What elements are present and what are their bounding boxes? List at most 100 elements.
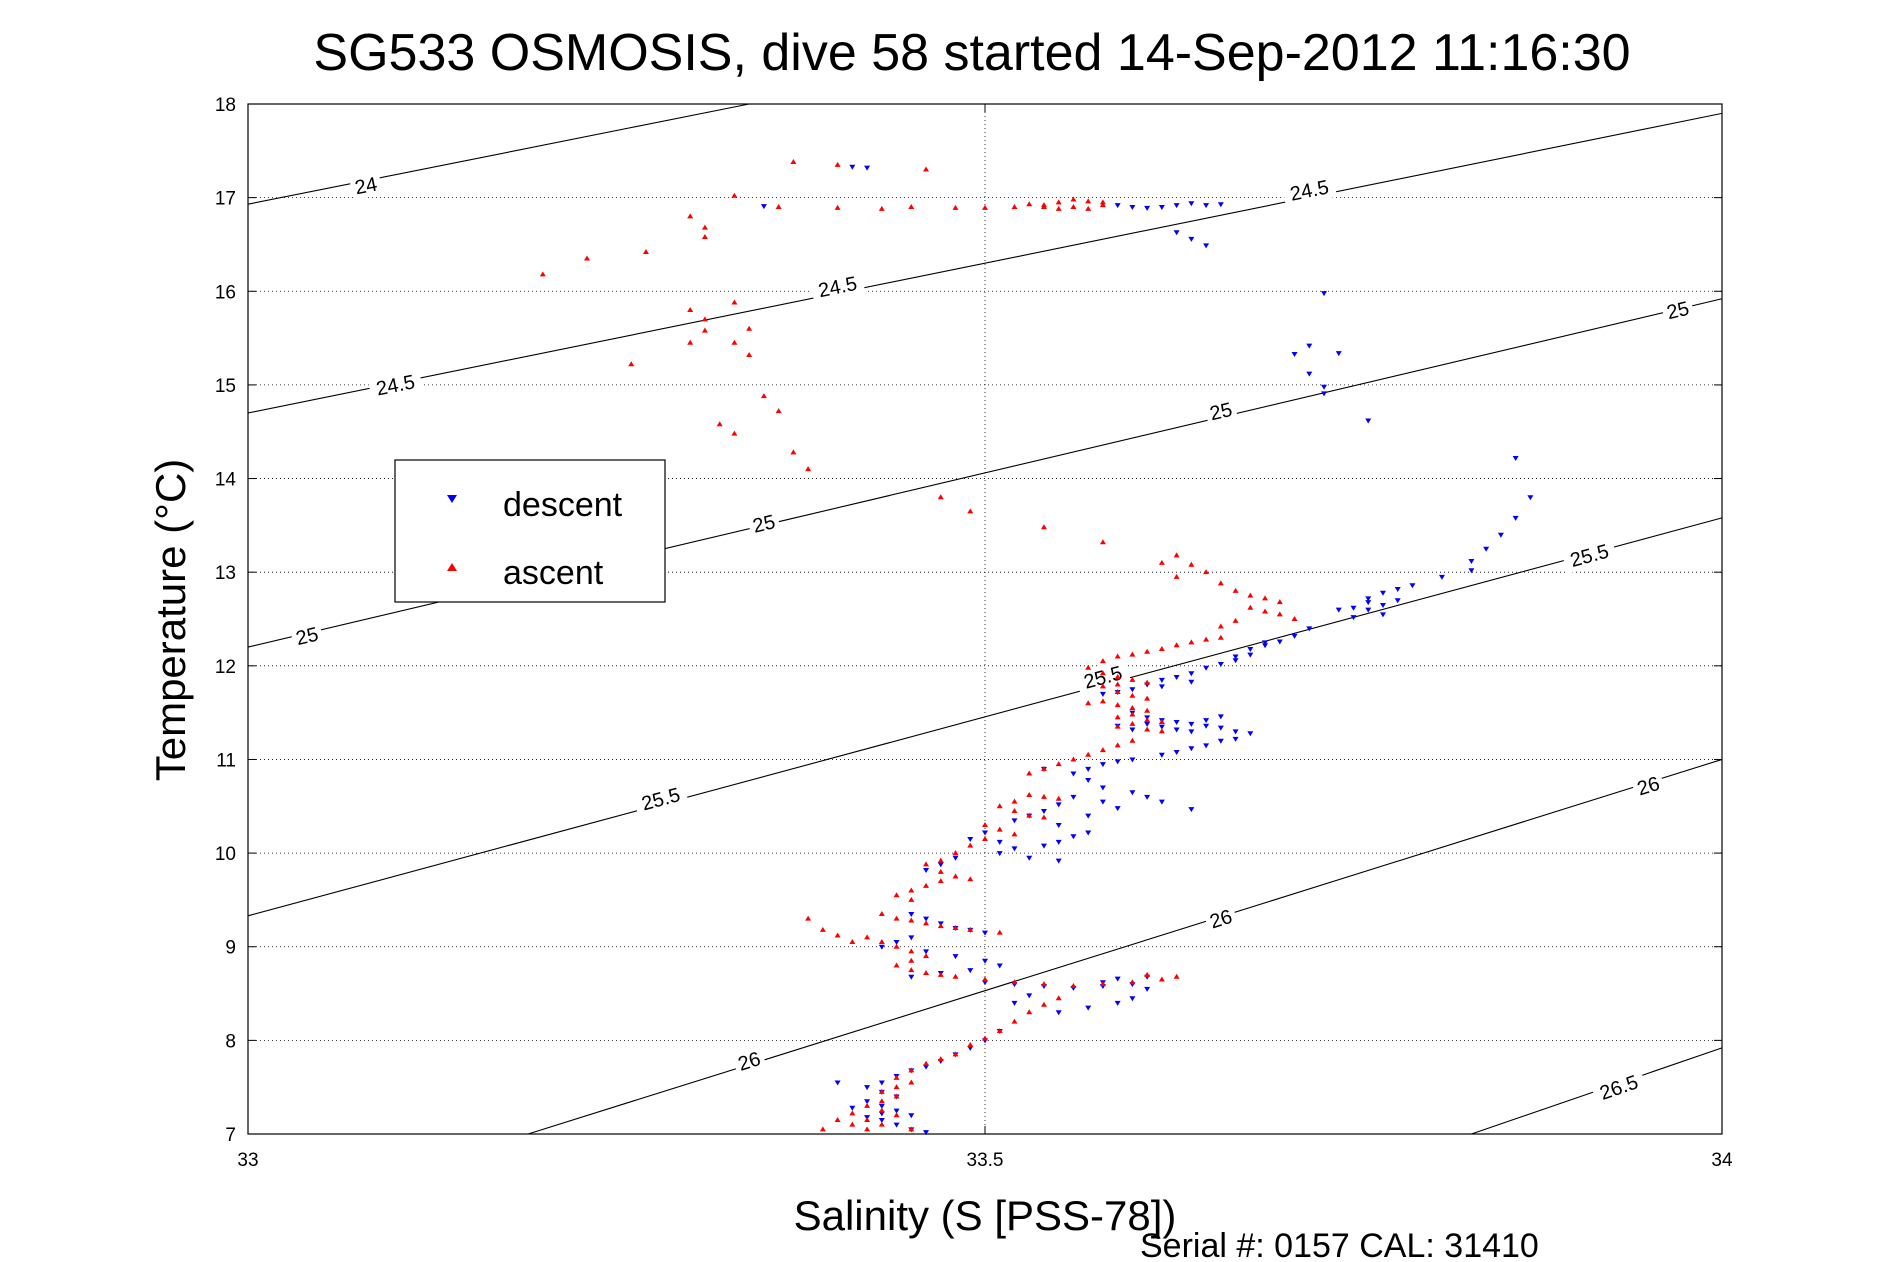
ascent-point bbox=[923, 953, 930, 959]
descent-point bbox=[849, 1105, 856, 1111]
ascent-point bbox=[878, 205, 885, 211]
descent-point bbox=[1188, 729, 1195, 735]
ascent-point bbox=[893, 892, 900, 898]
ascent-point bbox=[1144, 717, 1151, 723]
descent-point bbox=[1158, 677, 1165, 683]
ascent-point bbox=[1144, 679, 1151, 685]
descent-point bbox=[1321, 384, 1328, 390]
ascent-point bbox=[864, 1126, 871, 1132]
ascent-point bbox=[1055, 761, 1062, 767]
ascent-point bbox=[908, 948, 915, 954]
descent-point bbox=[1129, 727, 1136, 733]
ascent-point bbox=[1173, 973, 1180, 979]
y-tick-label: 14 bbox=[215, 470, 237, 491]
ascent-point bbox=[1085, 751, 1092, 757]
ascent-point bbox=[790, 159, 797, 165]
descent-point bbox=[937, 862, 944, 868]
ascent-point bbox=[1040, 793, 1047, 799]
descent-point bbox=[908, 1113, 915, 1119]
ascent-point bbox=[893, 1074, 900, 1080]
descent-point bbox=[1512, 515, 1519, 521]
descent-point bbox=[1247, 652, 1254, 658]
descent-point bbox=[1394, 587, 1401, 593]
ascent-point bbox=[1203, 636, 1210, 642]
ascent-point bbox=[923, 861, 930, 867]
ascent-point bbox=[819, 926, 826, 932]
descent-point bbox=[1173, 203, 1180, 209]
ascent-point bbox=[760, 393, 767, 399]
descent-point bbox=[1129, 757, 1136, 763]
ascent-point bbox=[1026, 201, 1033, 207]
ascent-point bbox=[731, 430, 738, 436]
ascent-point bbox=[834, 1116, 841, 1122]
descent-point bbox=[1232, 736, 1239, 742]
descent-point bbox=[878, 1111, 885, 1117]
descent-point bbox=[1262, 643, 1269, 649]
ascent-point bbox=[1040, 765, 1047, 771]
descent-point bbox=[1070, 794, 1077, 800]
descent-point bbox=[1438, 574, 1445, 580]
descent-point bbox=[1188, 746, 1195, 752]
descent-point bbox=[1158, 799, 1165, 805]
ascent-point bbox=[1040, 204, 1047, 209]
ascent-point bbox=[1085, 198, 1092, 204]
descent-point bbox=[1217, 202, 1224, 208]
ascent-point bbox=[952, 925, 959, 930]
ascent-point bbox=[893, 915, 900, 921]
ascent-point bbox=[1085, 664, 1092, 670]
ascent-point bbox=[1158, 719, 1165, 724]
ascent-point bbox=[1055, 795, 1062, 801]
descent-point bbox=[864, 1099, 871, 1105]
ascent-point bbox=[701, 224, 708, 230]
ascent-point bbox=[937, 494, 944, 500]
ascent-point bbox=[1232, 587, 1239, 593]
descent-point bbox=[1011, 1000, 1018, 1006]
isopycnal-label-bg bbox=[1202, 902, 1239, 935]
descent-point bbox=[1099, 691, 1106, 697]
ascent-point bbox=[908, 1079, 915, 1085]
descent-point bbox=[982, 930, 988, 936]
isopycnal-label-text: 24 bbox=[353, 173, 379, 199]
isopycnal-label: 24 bbox=[348, 170, 383, 201]
descent-point bbox=[893, 1122, 900, 1128]
ascent-point bbox=[878, 910, 885, 916]
descent-point bbox=[1026, 855, 1033, 861]
ascent-point bbox=[864, 1116, 871, 1122]
isopycnal-label: 24.5 bbox=[809, 269, 866, 304]
descent-point bbox=[1011, 846, 1018, 852]
descent-point bbox=[1114, 203, 1121, 209]
x-tick-label: 34 bbox=[1711, 1150, 1733, 1171]
descent-point bbox=[1527, 495, 1534, 501]
ascent-point bbox=[1276, 599, 1283, 605]
ascent-point bbox=[923, 882, 930, 888]
y-tick-label: 10 bbox=[215, 844, 236, 865]
isopycnal-label-bg bbox=[367, 367, 424, 402]
isopycnal-label: 25 bbox=[746, 508, 782, 539]
ascent-point bbox=[1217, 634, 1224, 640]
descent-point bbox=[1335, 607, 1342, 613]
ascent-point bbox=[628, 361, 635, 367]
ascent-point bbox=[952, 850, 959, 856]
descent-point bbox=[1188, 721, 1195, 727]
ascent-point bbox=[952, 873, 959, 879]
ascent-point bbox=[1158, 559, 1165, 565]
ascent-point bbox=[849, 1110, 856, 1116]
ascent-point bbox=[1011, 204, 1018, 209]
ascent-point bbox=[864, 934, 871, 940]
isopycnal-line bbox=[247, 112, 1723, 414]
ascent-point bbox=[1158, 645, 1165, 651]
descent-point bbox=[1158, 205, 1165, 210]
ascent-point bbox=[1129, 711, 1136, 717]
y-tick-label: 12 bbox=[215, 657, 236, 678]
ascent-point bbox=[996, 826, 1003, 832]
y-tick-label: 16 bbox=[215, 282, 236, 303]
ascent-point bbox=[1114, 714, 1121, 720]
descent-point bbox=[1188, 201, 1195, 207]
ascent-point bbox=[1026, 770, 1033, 776]
descent-point bbox=[1055, 823, 1062, 828]
ascent-point bbox=[1099, 981, 1106, 987]
ascent-point bbox=[893, 1112, 900, 1118]
descent-point bbox=[1365, 600, 1372, 606]
ascent-point bbox=[923, 969, 930, 975]
ascent-point bbox=[923, 166, 930, 172]
